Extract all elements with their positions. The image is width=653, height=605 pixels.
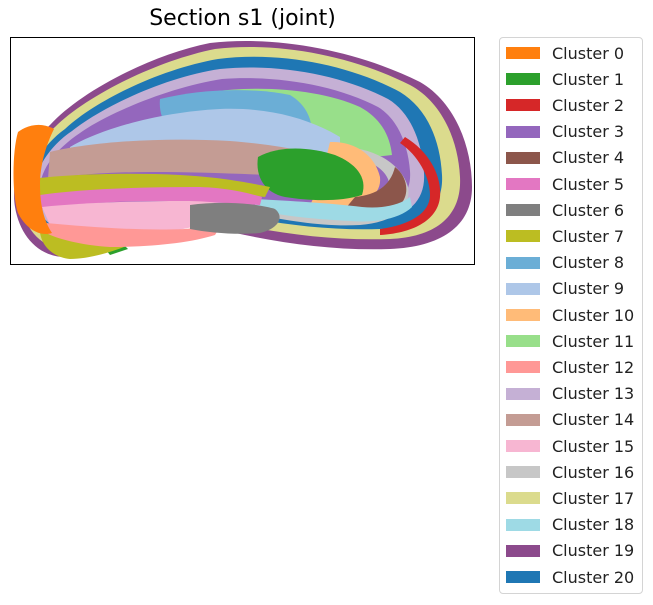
region-cluster-1 [257,148,364,201]
legend-item: Cluster 17 [506,488,634,508]
legend-item: Cluster 18 [506,515,634,535]
legend-item: Cluster 7 [506,226,624,246]
legend-swatch [506,47,540,59]
legend: Cluster 0 Cluster 1 Cluster 2 Cluster 3 Clus… [499,37,643,594]
tissue-section [13,41,472,259]
legend-label: Cluster 12 [552,357,635,377]
legend-label: Cluster 9 [552,279,625,299]
legend-label: Cluster 7 [552,226,625,246]
legend-label: Cluster 0 [552,43,625,63]
legend-item: Cluster 16 [506,462,634,482]
legend-item: Cluster 1 [506,69,624,89]
legend-swatch [506,492,540,505]
region-cluster-5 [40,187,262,209]
legend-swatch [506,466,540,479]
legend-item: Cluster 10 [506,305,634,325]
legend-label: Cluster 16 [552,462,635,482]
legend-swatch [506,413,540,426]
legend-item: Cluster 14 [506,410,634,430]
legend-swatch [506,309,540,321]
region-cluster-2 [380,137,441,235]
legend-label: Cluster 8 [552,253,625,273]
legend-label: Cluster 17 [552,488,635,508]
region-cluster-18 [255,197,412,222]
region-cluster-12 [46,219,225,247]
region-cluster-6 [190,202,280,234]
legend-swatch [506,440,540,452]
legend-label: Cluster 15 [552,436,635,456]
legend-label: Cluster 14 [552,410,635,430]
legend-label: Cluster 20 [552,567,635,587]
region-cluster-15 [42,201,238,232]
legend-swatch [506,387,540,400]
legend-item: Cluster 4 [506,148,624,168]
legend-label: Cluster 19 [552,541,635,561]
legend-item: Cluster 12 [506,357,634,377]
legend-swatch [506,230,540,243]
legend-swatch [506,151,540,164]
legend-swatch [506,361,540,374]
region-cluster-0 [13,124,54,235]
legend-item: Cluster 5 [506,174,624,194]
legend-item: Cluster 6 [506,200,624,220]
legend-swatch [506,335,540,348]
legend-swatch [506,178,540,190]
region-cluster-7 [32,173,270,199]
legend-label: Cluster 10 [552,305,635,325]
cluster-map-plot [10,37,475,265]
legend-item: Cluster 19 [506,541,634,561]
legend-item: Cluster 9 [506,279,624,299]
legend-swatch [506,571,540,583]
legend-swatch [506,544,540,557]
legend-label: Cluster 11 [552,331,635,351]
legend-swatch [506,204,540,217]
legend-swatch [506,99,540,112]
legend-swatch [506,282,540,295]
legend-item: Cluster 13 [506,384,634,404]
legend-item: Cluster 20 [506,567,634,587]
legend-label: Cluster 2 [552,95,625,115]
legend-label: Cluster 3 [552,122,625,142]
legend-swatch [506,518,540,531]
legend-label: Cluster 6 [552,200,625,220]
legend-swatch [506,125,540,138]
legend-item: Cluster 8 [506,253,624,273]
region-cluster-4 [345,167,407,212]
legend-label: Cluster 1 [552,69,625,89]
legend-label: Cluster 13 [552,384,635,404]
legend-item: Cluster 11 [506,331,634,351]
legend-label: Cluster 18 [552,515,635,535]
legend-item: Cluster 3 [506,122,624,142]
legend-item: Cluster 2 [506,95,624,115]
legend-swatch [506,73,540,86]
plot-frame [10,37,475,265]
legend-item: Cluster 15 [506,436,634,456]
chart-title: Section s1 (joint) [149,6,336,31]
legend-item: Cluster 0 [506,43,624,63]
legend-label: Cluster 5 [552,174,625,194]
legend-swatch [506,256,540,269]
legend-label: Cluster 4 [552,148,625,168]
